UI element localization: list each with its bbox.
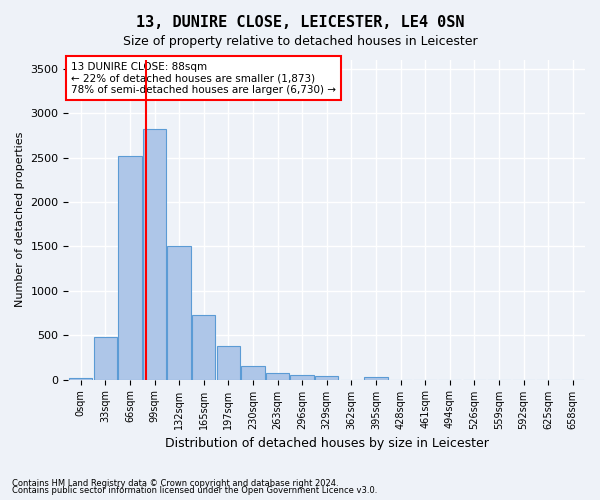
Text: Size of property relative to detached houses in Leicester: Size of property relative to detached ho… — [122, 35, 478, 48]
Bar — [364, 377, 388, 380]
Bar — [192, 315, 215, 380]
Text: Contains HM Land Registry data © Crown copyright and database right 2024.: Contains HM Land Registry data © Crown c… — [12, 478, 338, 488]
Bar — [143, 129, 166, 380]
Y-axis label: Number of detached properties: Number of detached properties — [15, 132, 25, 308]
Text: Contains public sector information licensed under the Open Government Licence v3: Contains public sector information licen… — [12, 486, 377, 495]
Bar — [217, 346, 240, 380]
Bar — [266, 373, 289, 380]
Text: 13 DUNIRE CLOSE: 88sqm
← 22% of detached houses are smaller (1,873)
78% of semi-: 13 DUNIRE CLOSE: 88sqm ← 22% of detached… — [71, 62, 336, 95]
Bar — [118, 156, 142, 380]
Bar — [69, 378, 92, 380]
Bar — [241, 366, 265, 380]
Bar — [290, 374, 314, 380]
Text: 13, DUNIRE CLOSE, LEICESTER, LE4 0SN: 13, DUNIRE CLOSE, LEICESTER, LE4 0SN — [136, 15, 464, 30]
Bar — [315, 376, 338, 380]
Bar — [167, 246, 191, 380]
X-axis label: Distribution of detached houses by size in Leicester: Distribution of detached houses by size … — [165, 437, 488, 450]
Bar — [94, 337, 117, 380]
